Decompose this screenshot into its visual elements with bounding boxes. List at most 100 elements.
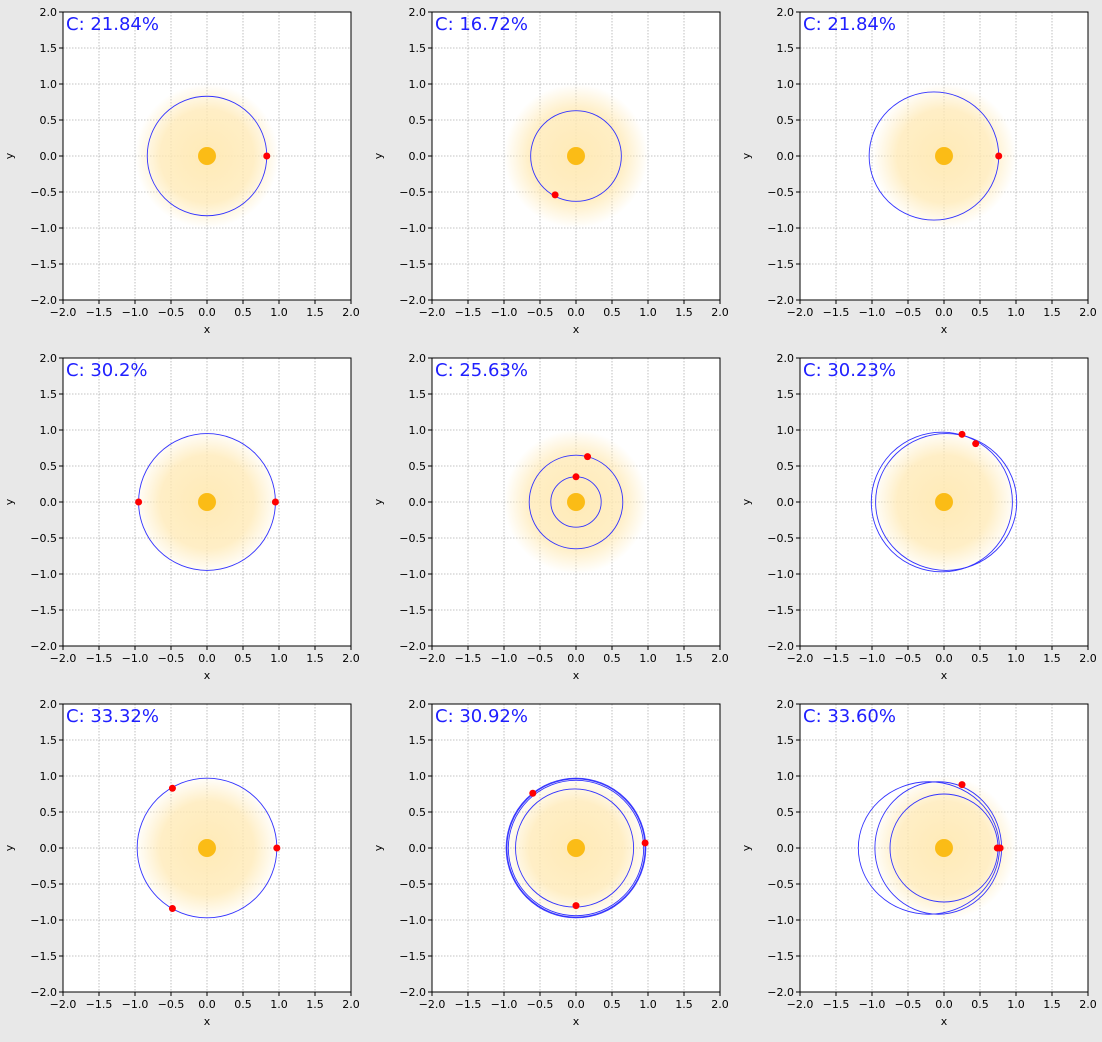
x-tick-label: −1.5	[86, 998, 113, 1011]
star-marker	[567, 839, 585, 857]
x-tick-label: −0.5	[895, 306, 922, 319]
x-tick-label: 1.0	[1007, 306, 1025, 319]
x-tick-label: −1.5	[86, 652, 113, 665]
x-tick-label: 0.0	[198, 652, 216, 665]
x-tick-label: 2.0	[711, 306, 729, 319]
x-tick-label: −2.0	[787, 306, 814, 319]
y-tick-label: 1.5	[777, 734, 795, 747]
y-tick-label: 1.0	[409, 424, 427, 437]
planet-marker	[572, 902, 580, 910]
x-tick-label: 0.0	[198, 998, 216, 1011]
y-tick-label: −1.5	[30, 604, 57, 617]
orbit-path	[528, 454, 624, 550]
planet-marker	[551, 191, 559, 199]
subplot-svg: −2.0 2.0 −1.5 1.5 −1.0 1.0 −0.5 0.5 0.0 0.0 0.5 −0.…	[740, 6, 1097, 336]
y-tick-label: 1.5	[40, 42, 58, 55]
y-axis-label: y	[3, 152, 16, 159]
subplot-svg: −2.0 2.0 −1.5 1.5 −1.0 1.0 −0.5 0.5 0.0 0.0 0.5 −0.…	[3, 6, 360, 336]
x-tick-label: −0.5	[895, 652, 922, 665]
y-tick-label: −2.0	[30, 294, 57, 307]
y-tick-label: −1.5	[399, 604, 426, 617]
subplot-8: −2.0 2.0 −1.5 1.5 −1.0 1.0 −0.5 0.5 0.0 0.0 0.5 −0.…	[369, 692, 737, 1038]
y-tick-label: −0.5	[30, 532, 57, 545]
planet-marker	[572, 473, 580, 481]
x-tick-label: 1.5	[306, 306, 324, 319]
planet-marker	[584, 453, 592, 461]
y-tick-label: −1.0	[767, 568, 794, 581]
planet-marker	[995, 152, 1003, 160]
x-tick-label: −2.0	[50, 306, 77, 319]
y-tick-label: −2.0	[399, 640, 426, 653]
subplot-4: −2.0 2.0 −1.5 1.5 −1.0 1.0 −0.5 0.5 0.0 0.0 0.5 −0.…	[0, 346, 368, 692]
y-tick-label: 0.5	[409, 460, 427, 473]
y-tick-label: −1.5	[30, 258, 57, 271]
y-tick-label: 0.5	[40, 460, 58, 473]
y-tick-label: −1.5	[399, 258, 426, 271]
y-tick-label: 0.0	[777, 150, 795, 163]
planet-marker	[263, 152, 271, 160]
x-tick-label: −1.0	[859, 652, 886, 665]
x-tick-label: 0.0	[935, 998, 953, 1011]
y-tick-label: −2.0	[767, 986, 794, 999]
planet-marker	[972, 440, 980, 448]
y-tick-label: 2.0	[409, 352, 427, 365]
y-tick-label: 0.0	[777, 496, 795, 509]
orbit-path	[870, 431, 1013, 573]
y-tick-label: 0.5	[777, 460, 795, 473]
y-tick-label: −2.0	[30, 986, 57, 999]
x-tick-label: −2.0	[787, 652, 814, 665]
x-tick-label: 0.5	[971, 652, 989, 665]
y-tick-label: 0.5	[40, 806, 58, 819]
y-tick-label: −0.5	[767, 532, 794, 545]
y-tick-label: −1.5	[767, 258, 794, 271]
subplot-svg: −2.0 2.0 −1.5 1.5 −1.0 1.0 −0.5 0.5 0.0 0.0 0.5 −0.…	[740, 352, 1097, 682]
coverage-label: C: 30.23%	[803, 360, 896, 381]
y-tick-label: 0.0	[40, 496, 58, 509]
x-tick-label: 0.5	[234, 652, 252, 665]
x-tick-label: 1.5	[306, 652, 324, 665]
x-tick-label: 1.0	[639, 998, 657, 1011]
y-tick-label: 1.5	[777, 388, 795, 401]
y-tick-label: −0.5	[30, 186, 57, 199]
subplot-svg: −2.0 2.0 −1.5 1.5 −1.0 1.0 −0.5 0.5 0.0 0.0 0.5 −0.…	[372, 6, 729, 336]
planet-marker	[271, 498, 279, 506]
y-tick-label: 1.5	[40, 734, 58, 747]
y-tick-label: −1.5	[767, 604, 794, 617]
y-tick-label: 2.0	[777, 698, 795, 711]
y-tick-label: 1.0	[777, 770, 795, 783]
y-axis-label: y	[740, 844, 753, 851]
x-tick-label: −0.5	[527, 652, 554, 665]
y-tick-label: 1.0	[777, 424, 795, 437]
planet-marker	[641, 839, 649, 847]
y-tick-label: 0.0	[40, 842, 58, 855]
x-tick-label: −1.5	[823, 652, 850, 665]
subplot-svg: −2.0 2.0 −1.5 1.5 −1.0 1.0 −0.5 0.5 0.0 0.0 0.5 −0.…	[740, 698, 1097, 1028]
x-tick-label: −1.0	[122, 998, 149, 1011]
y-tick-label: −1.5	[399, 950, 426, 963]
x-tick-label: 0.5	[234, 998, 252, 1011]
x-tick-label: −1.5	[823, 998, 850, 1011]
y-tick-label: 1.0	[40, 78, 58, 91]
subplot-svg: −2.0 2.0 −1.5 1.5 −1.0 1.0 −0.5 0.5 0.0 0.0 0.5 −0.…	[372, 698, 729, 1028]
y-tick-label: −0.5	[399, 878, 426, 891]
x-tick-label: 1.5	[306, 998, 324, 1011]
x-tick-label: −1.0	[122, 652, 149, 665]
x-tick-label: 1.5	[675, 652, 693, 665]
x-tick-label: −1.5	[455, 998, 482, 1011]
x-tick-label: 0.0	[567, 306, 585, 319]
x-tick-label: 0.0	[935, 306, 953, 319]
x-tick-label: −0.5	[158, 306, 185, 319]
y-tick-label: 1.0	[777, 78, 795, 91]
orbit-path	[530, 110, 622, 202]
subplot-svg: −2.0 2.0 −1.5 1.5 −1.0 1.0 −0.5 0.5 0.0 0.0 0.5 −0.…	[3, 698, 360, 1028]
x-tick-label: −2.0	[50, 998, 77, 1011]
x-axis-label: x	[204, 669, 211, 682]
x-tick-label: 1.0	[270, 306, 288, 319]
planet-marker	[529, 789, 537, 797]
orbit-path	[875, 433, 1018, 571]
star-marker	[198, 147, 216, 165]
y-tick-label: 2.0	[40, 352, 58, 365]
x-tick-label: −0.5	[895, 998, 922, 1011]
x-tick-label: −2.0	[50, 652, 77, 665]
y-tick-label: −0.5	[30, 878, 57, 891]
